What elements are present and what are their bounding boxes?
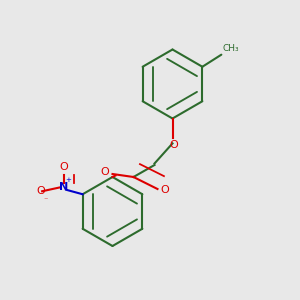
Text: ⁻: ⁻: [44, 195, 48, 204]
Text: O: O: [160, 185, 169, 196]
Text: O: O: [36, 186, 45, 196]
Text: N: N: [59, 182, 69, 192]
Text: O: O: [101, 167, 110, 178]
Text: O: O: [169, 140, 178, 149]
Text: CH₃: CH₃: [223, 44, 239, 53]
Text: O: O: [60, 162, 68, 172]
Text: +: +: [65, 177, 71, 183]
